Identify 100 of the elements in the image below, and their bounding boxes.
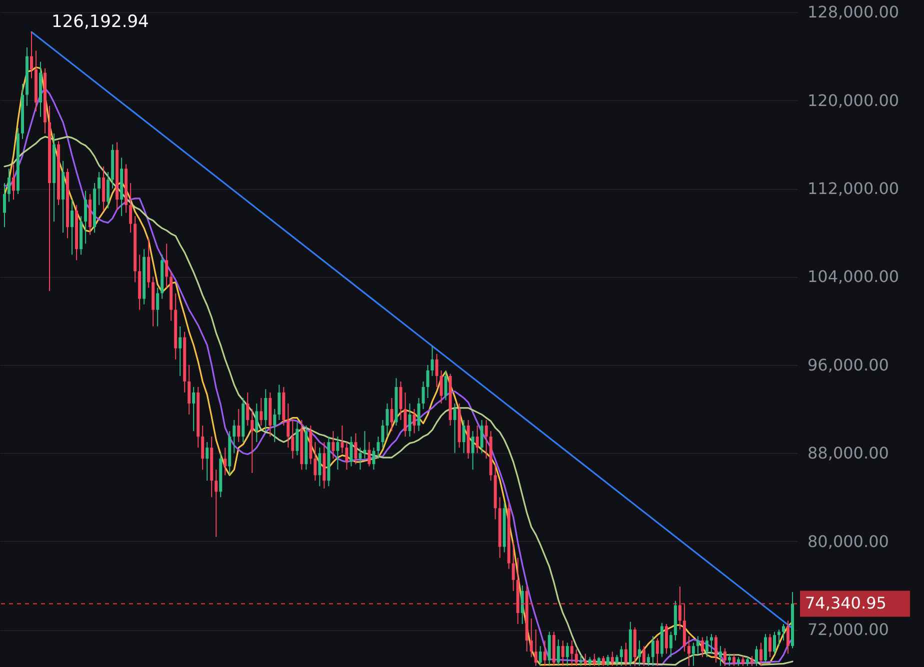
- candlestick: [192, 386, 196, 432]
- candlestick: [430, 346, 434, 376]
- candlestick: [651, 636, 654, 666]
- candlestick: [754, 646, 758, 666]
- candlestick: [664, 624, 668, 654]
- candlestick: [700, 636, 704, 658]
- candlestick: [741, 655, 744, 666]
- candlestick: [178, 326, 182, 376]
- candlestick: [106, 171, 110, 209]
- candlestick: [237, 408, 240, 443]
- candlestick: [345, 442, 348, 470]
- candlestick: [156, 287, 160, 327]
- y-tick-label: 120,000.00: [808, 90, 900, 110]
- candlestick: [376, 436, 380, 460]
- candlestick: [206, 442, 209, 482]
- candlestick: [462, 420, 466, 454]
- candlestick: [129, 182, 132, 234]
- candlestick: [12, 164, 16, 200]
- candlestick: [484, 420, 488, 460]
- candlestick: [201, 425, 204, 470]
- candlestick: [273, 408, 276, 443]
- candlestick: [70, 199, 74, 256]
- candlestick: [566, 642, 569, 666]
- candlestick: [84, 190, 88, 244]
- candlestick: [480, 420, 484, 454]
- candlestick: [538, 646, 542, 666]
- candlestick: [705, 636, 708, 658]
- candlestick: [714, 634, 718, 664]
- candlestick: [417, 397, 420, 432]
- candlestick: [246, 392, 250, 426]
- candlestick: [592, 653, 596, 666]
- candlestick: [314, 442, 317, 482]
- annotation: 126,192.94: [52, 12, 149, 32]
- candlestick: [399, 380, 402, 421]
- candlestick: [8, 168, 11, 202]
- candlestick: [678, 586, 682, 630]
- candlestick: [642, 646, 646, 666]
- candlestick: [336, 436, 340, 470]
- y-tick-label: 128,000.00: [808, 2, 900, 22]
- candlestick: [422, 380, 425, 410]
- candlestick: [556, 638, 560, 666]
- candlestick: [250, 408, 254, 474]
- candlestick: [30, 32, 34, 79]
- candlestick: [570, 640, 574, 666]
- candlestick: [255, 403, 258, 443]
- candlestick: [404, 392, 407, 438]
- candlestick: [368, 442, 371, 467]
- candlestick: [408, 403, 412, 438]
- candlestick: [606, 654, 610, 666]
- candlestick: [340, 425, 344, 454]
- y-tick-label: 80,000.00: [808, 532, 889, 551]
- candlestick: [579, 654, 582, 666]
- candlestick: [440, 370, 443, 404]
- candlestick: [646, 653, 650, 666]
- candlestick: [624, 642, 628, 666]
- candlestick: [444, 370, 448, 401]
- candlestick: [332, 430, 335, 460]
- candlestick: [723, 648, 726, 666]
- candlestick: [768, 633, 772, 658]
- candlestick: [669, 631, 672, 658]
- candlestick: [426, 364, 430, 398]
- y-tick-label: 96,000.00: [808, 355, 889, 374]
- candlestick: [687, 636, 690, 666]
- y-tick-label: 104,000.00: [808, 267, 900, 286]
- candlestick: [772, 631, 776, 654]
- candlestick: [750, 655, 754, 666]
- candlestick: [543, 640, 546, 666]
- candlestick: [165, 243, 168, 288]
- candlestick: [188, 364, 191, 416]
- candlestick: [386, 403, 389, 438]
- candlestick: [358, 447, 362, 470]
- candlestick: [363, 430, 366, 460]
- candlestick: [278, 384, 281, 421]
- y-tick-label: 72,000.00: [808, 620, 889, 640]
- candlestick: [471, 430, 474, 470]
- candlestick: [710, 633, 713, 654]
- candlestick: [291, 420, 294, 460]
- ref-line-label: 74,340.95: [805, 594, 886, 613]
- candlestick: [764, 633, 767, 664]
- candlestick: [786, 620, 790, 654]
- candlestick: [620, 646, 623, 666]
- candlestick: [381, 420, 384, 448]
- candlestick: [350, 436, 353, 467]
- candlestick: [696, 636, 700, 654]
- candlestick: [777, 629, 780, 647]
- candlestick: [476, 425, 479, 454]
- y-tick-label: 112,000.00: [808, 179, 900, 198]
- candlestick: [530, 618, 533, 658]
- candlestick: [296, 422, 299, 456]
- candlestick: [602, 655, 605, 666]
- candlestick: [574, 648, 578, 666]
- y-tick-label: 88,000.00: [808, 444, 889, 463]
- candlestick: [372, 447, 376, 470]
- candlestick: [390, 397, 394, 432]
- candlestick: [214, 469, 218, 538]
- candlestick: [435, 353, 438, 388]
- candlestick: [534, 629, 538, 666]
- candlestick: [512, 540, 515, 592]
- candlestick: [98, 171, 101, 206]
- candlestick: [520, 584, 524, 625]
